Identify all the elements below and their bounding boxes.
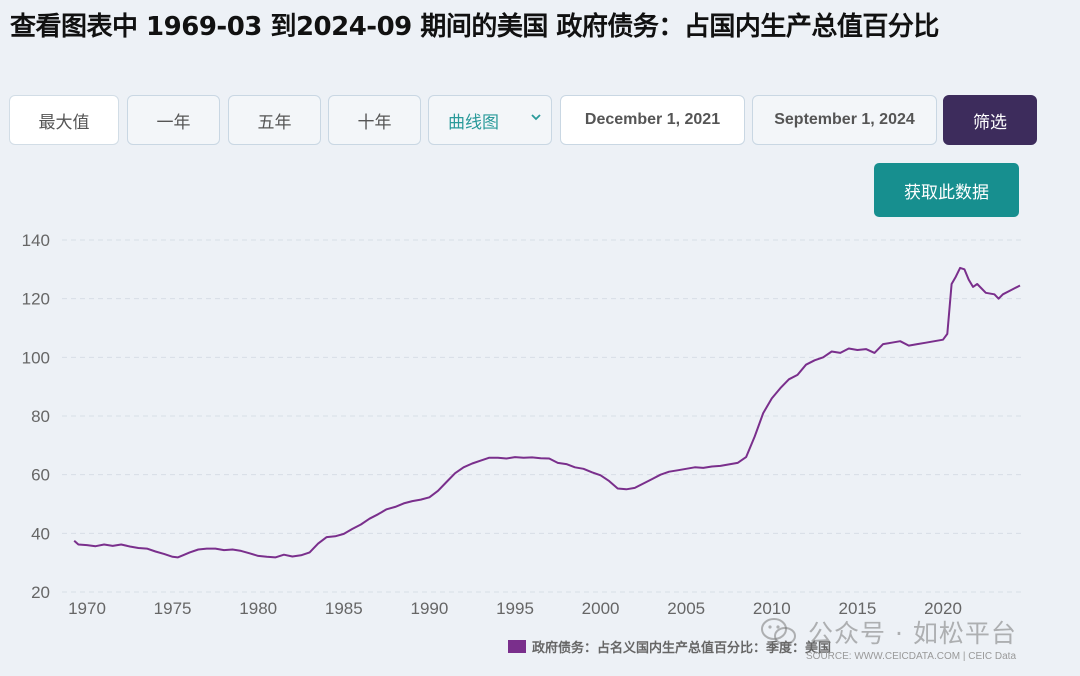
- y-axis-ticks: 20 40 60 80 100 120 140: [22, 231, 50, 602]
- five-year-button[interactable]: 五年: [228, 95, 321, 145]
- get-data-button[interactable]: 获取此数据: [874, 163, 1019, 217]
- filter-button[interactable]: 筛选: [943, 95, 1037, 145]
- chart-type-select[interactable]: 曲线图: [428, 95, 552, 145]
- x-tick-label: 1980: [239, 599, 277, 618]
- legend-swatch: [508, 640, 526, 653]
- series-line: [73, 266, 1021, 559]
- chart-series: [73, 266, 1021, 559]
- chart-grid: [62, 239, 1022, 593]
- x-tick-label: 1975: [154, 599, 192, 618]
- x-tick-label: 1985: [325, 599, 363, 618]
- x-axis-ticks: 1970 1975 1980 1985 1990 1995 2000 2005 2010 2015…: [68, 599, 962, 618]
- source-credit: SOURCE: WWW.CEICDATA.COM | CEIC Data: [806, 651, 1017, 662]
- chart-legend: 政府债务：占名义国内生产总值百分比：季度：美国: [508, 637, 831, 656]
- y-tick-label: 80: [31, 407, 50, 426]
- chevron-down-icon: [531, 114, 541, 121]
- x-tick-label: 1970: [68, 599, 106, 618]
- y-tick-label: 40: [31, 524, 50, 543]
- x-tick-label: 2000: [582, 599, 620, 618]
- x-tick-label: 2010: [753, 599, 791, 618]
- legend-label: 政府债务：占名义国内生产总值百分比：季度：美国: [532, 641, 832, 656]
- max-range-button[interactable]: 最大值: [9, 95, 119, 145]
- y-tick-label: 140: [22, 231, 50, 250]
- x-tick-label: 1995: [496, 599, 534, 618]
- one-year-button[interactable]: 一年: [127, 95, 220, 145]
- start-date-input[interactable]: December 1, 2021: [560, 95, 745, 145]
- page-title: 查看图表中 1969-03 到2024-09 期间的美国 政府债务：占国内生产总…: [10, 12, 939, 42]
- chart-type-value: 曲线图: [448, 112, 499, 133]
- y-tick-label: 20: [31, 583, 50, 602]
- x-tick-label: 2005: [667, 599, 705, 618]
- ten-year-button[interactable]: 十年: [328, 95, 421, 145]
- watermark: 公众号 · 如松平台: [760, 614, 1017, 650]
- y-tick-label: 100: [22, 348, 50, 367]
- x-tick-label: 2020: [924, 599, 962, 618]
- wechat-icon: [761, 618, 796, 645]
- x-tick-label: 2015: [838, 599, 876, 618]
- y-tick-label: 60: [31, 466, 50, 485]
- end-date-input[interactable]: September 1, 2024: [752, 95, 937, 145]
- watermark-text: 公众号 · 如松平台: [808, 619, 1017, 648]
- x-tick-label: 1990: [410, 599, 448, 618]
- y-tick-label: 120: [22, 290, 50, 309]
